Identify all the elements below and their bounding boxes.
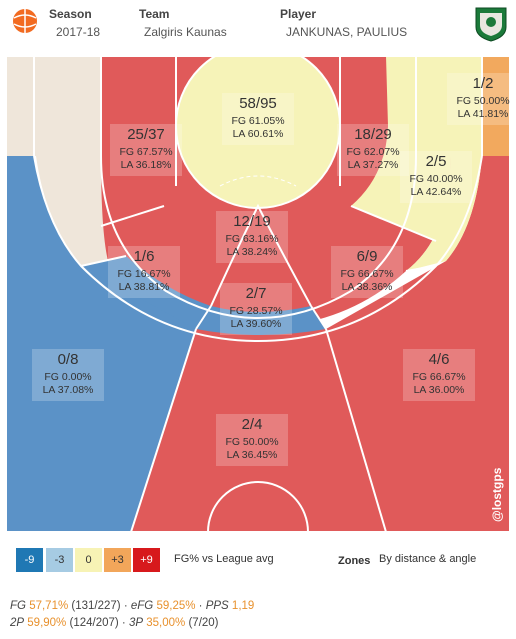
- zone-corner-left-floor: [6, 56, 126, 266]
- zone-fg: FG 50.00%: [225, 436, 278, 448]
- euroleague-logo-icon: [13, 9, 37, 33]
- p3-count: (7/20): [188, 617, 219, 629]
- legend-item-zero: 0: [75, 548, 102, 572]
- p2-count: (124/207): [69, 617, 119, 629]
- zone-made-att: 2/7: [246, 285, 267, 302]
- zone-made-att: 1/2: [473, 75, 494, 92]
- zone-label-bg: [222, 93, 294, 145]
- season-label: Season: [49, 7, 92, 21]
- zone-label-bg: [110, 124, 182, 176]
- zone-corner-right: [406, 56, 482, 271]
- zone-made-att: 25/37: [127, 126, 165, 143]
- team-value: Zalgiris Kaunas: [144, 25, 227, 39]
- legend-item-neg9: -9: [16, 548, 43, 572]
- zone-la: LA 36.18%: [121, 159, 172, 171]
- zone-fg: FG 67.57%: [119, 146, 172, 158]
- p2-pct: 59,90%: [27, 617, 67, 629]
- zone-fg: FG 66.67%: [412, 371, 465, 383]
- zone-label-bg: [403, 349, 475, 401]
- zone-fg: FG 61.05%: [231, 115, 284, 127]
- zone-fg: FG 50.00%: [456, 95, 509, 107]
- legend-item-pos3: +3: [104, 548, 131, 572]
- zone-fg: FG 16.67%: [117, 268, 170, 280]
- shot-chart: 58/95 FG 61.05% LA 60.61% 25/37 FG 67.57% LA …: [6, 56, 510, 532]
- zone-label-bg: [216, 414, 288, 466]
- summary-line-1: FG 57,71% (131/227) · eFG 59,25% · PPS 1…: [10, 600, 255, 612]
- zone-made-att: 58/95: [239, 95, 277, 112]
- zone-label-bg: [447, 73, 510, 125]
- zone-fg: FG 28.57%: [229, 305, 282, 317]
- zone-made-att: 12/19: [233, 213, 271, 230]
- fg-label: FG: [10, 600, 26, 612]
- zone-la: LA 42.64%: [411, 186, 462, 198]
- watermark: @lostgps: [490, 467, 504, 522]
- legend-item-neg3: -3: [46, 548, 73, 572]
- zone-la: LA 37.08%: [43, 384, 94, 396]
- pps-label: PPS: [205, 600, 229, 612]
- team-label: Team: [139, 7, 170, 21]
- p3-label: 3P: [128, 617, 144, 629]
- fg-pct: 57,71%: [29, 600, 69, 612]
- legend-item-pos9: +9: [133, 548, 160, 572]
- zone-label-bg: [331, 246, 403, 298]
- zone-made-att: 0/8: [58, 351, 79, 368]
- player-value: JANKUNAS, PAULIUS: [286, 25, 408, 39]
- zone-fg: FG 66.67%: [340, 268, 393, 280]
- zone-made-att: 6/9: [357, 248, 378, 265]
- player-label: Player: [280, 7, 317, 21]
- zone-restricted: [176, 56, 340, 208]
- zones-value: By distance & angle: [379, 553, 477, 565]
- header: Season 2017-18 Team Zalgiris Kaunas Play…: [0, 0, 516, 50]
- fg-count: (131/227): [71, 600, 121, 612]
- zone-mid-left: [81, 256, 211, 329]
- zone-label-bg: [400, 151, 472, 203]
- zone-la: LA 36.45%: [227, 449, 278, 461]
- zone-corner3-right: [482, 56, 510, 156]
- zone-label-bg: [337, 124, 409, 176]
- zone-three-right: [326, 156, 510, 532]
- zone-la: LA 38.36%: [342, 281, 393, 293]
- zone-made-att: 4/6: [429, 351, 450, 368]
- summary: FG 57,71% (131/227) · eFG 59,25% · PPS 1…: [10, 598, 254, 632]
- zone-la: LA 38.81%: [119, 281, 170, 293]
- zone-label-bg: [108, 246, 180, 298]
- zone-la: LA 39.60%: [231, 318, 282, 330]
- pps-value: 1,19: [231, 600, 255, 612]
- efg-pct: 59,25%: [156, 600, 196, 612]
- team-crest-icon: [475, 7, 507, 42]
- zone-fg: FG 40.00%: [409, 173, 462, 185]
- zone-three-left: [6, 156, 201, 532]
- zone-made-att: 18/29: [354, 126, 392, 143]
- zone-la: LA 38.24%: [227, 246, 278, 258]
- legend-caption: FG% vs League avg: [174, 553, 274, 565]
- zone-la: LA 36.00%: [414, 384, 465, 396]
- zone-three-center: [131, 329, 386, 532]
- zone-la: LA 37.27%: [348, 159, 399, 171]
- zone-made-att: 2/4: [242, 416, 263, 433]
- p3-pct: 35,00%: [146, 617, 186, 629]
- efg-label: eFG: [130, 600, 154, 612]
- p2-label: 2P: [10, 617, 25, 629]
- zone-label-bg: [32, 349, 104, 401]
- zone-made-att: 2/5: [426, 153, 447, 170]
- zone-made-att: 1/6: [134, 248, 155, 265]
- zone-fg: FG 0.00%: [44, 371, 91, 383]
- zone-label-bg: [220, 283, 292, 335]
- zone-la: LA 60.61%: [233, 128, 284, 140]
- zone-label-bg: [216, 211, 288, 263]
- season-value: 2017-18: [56, 25, 101, 39]
- summary-line-2: 2P 59,90% (124/207) · 3P 35,00% (7/20): [10, 617, 219, 629]
- zone-fg: FG 62.07%: [346, 146, 399, 158]
- zone-fg: FG 63.16%: [225, 233, 278, 245]
- zone-baseline-right: [351, 56, 451, 241]
- zone-la: LA 41.81%: [458, 108, 509, 120]
- zones-label: Zones: [338, 555, 371, 567]
